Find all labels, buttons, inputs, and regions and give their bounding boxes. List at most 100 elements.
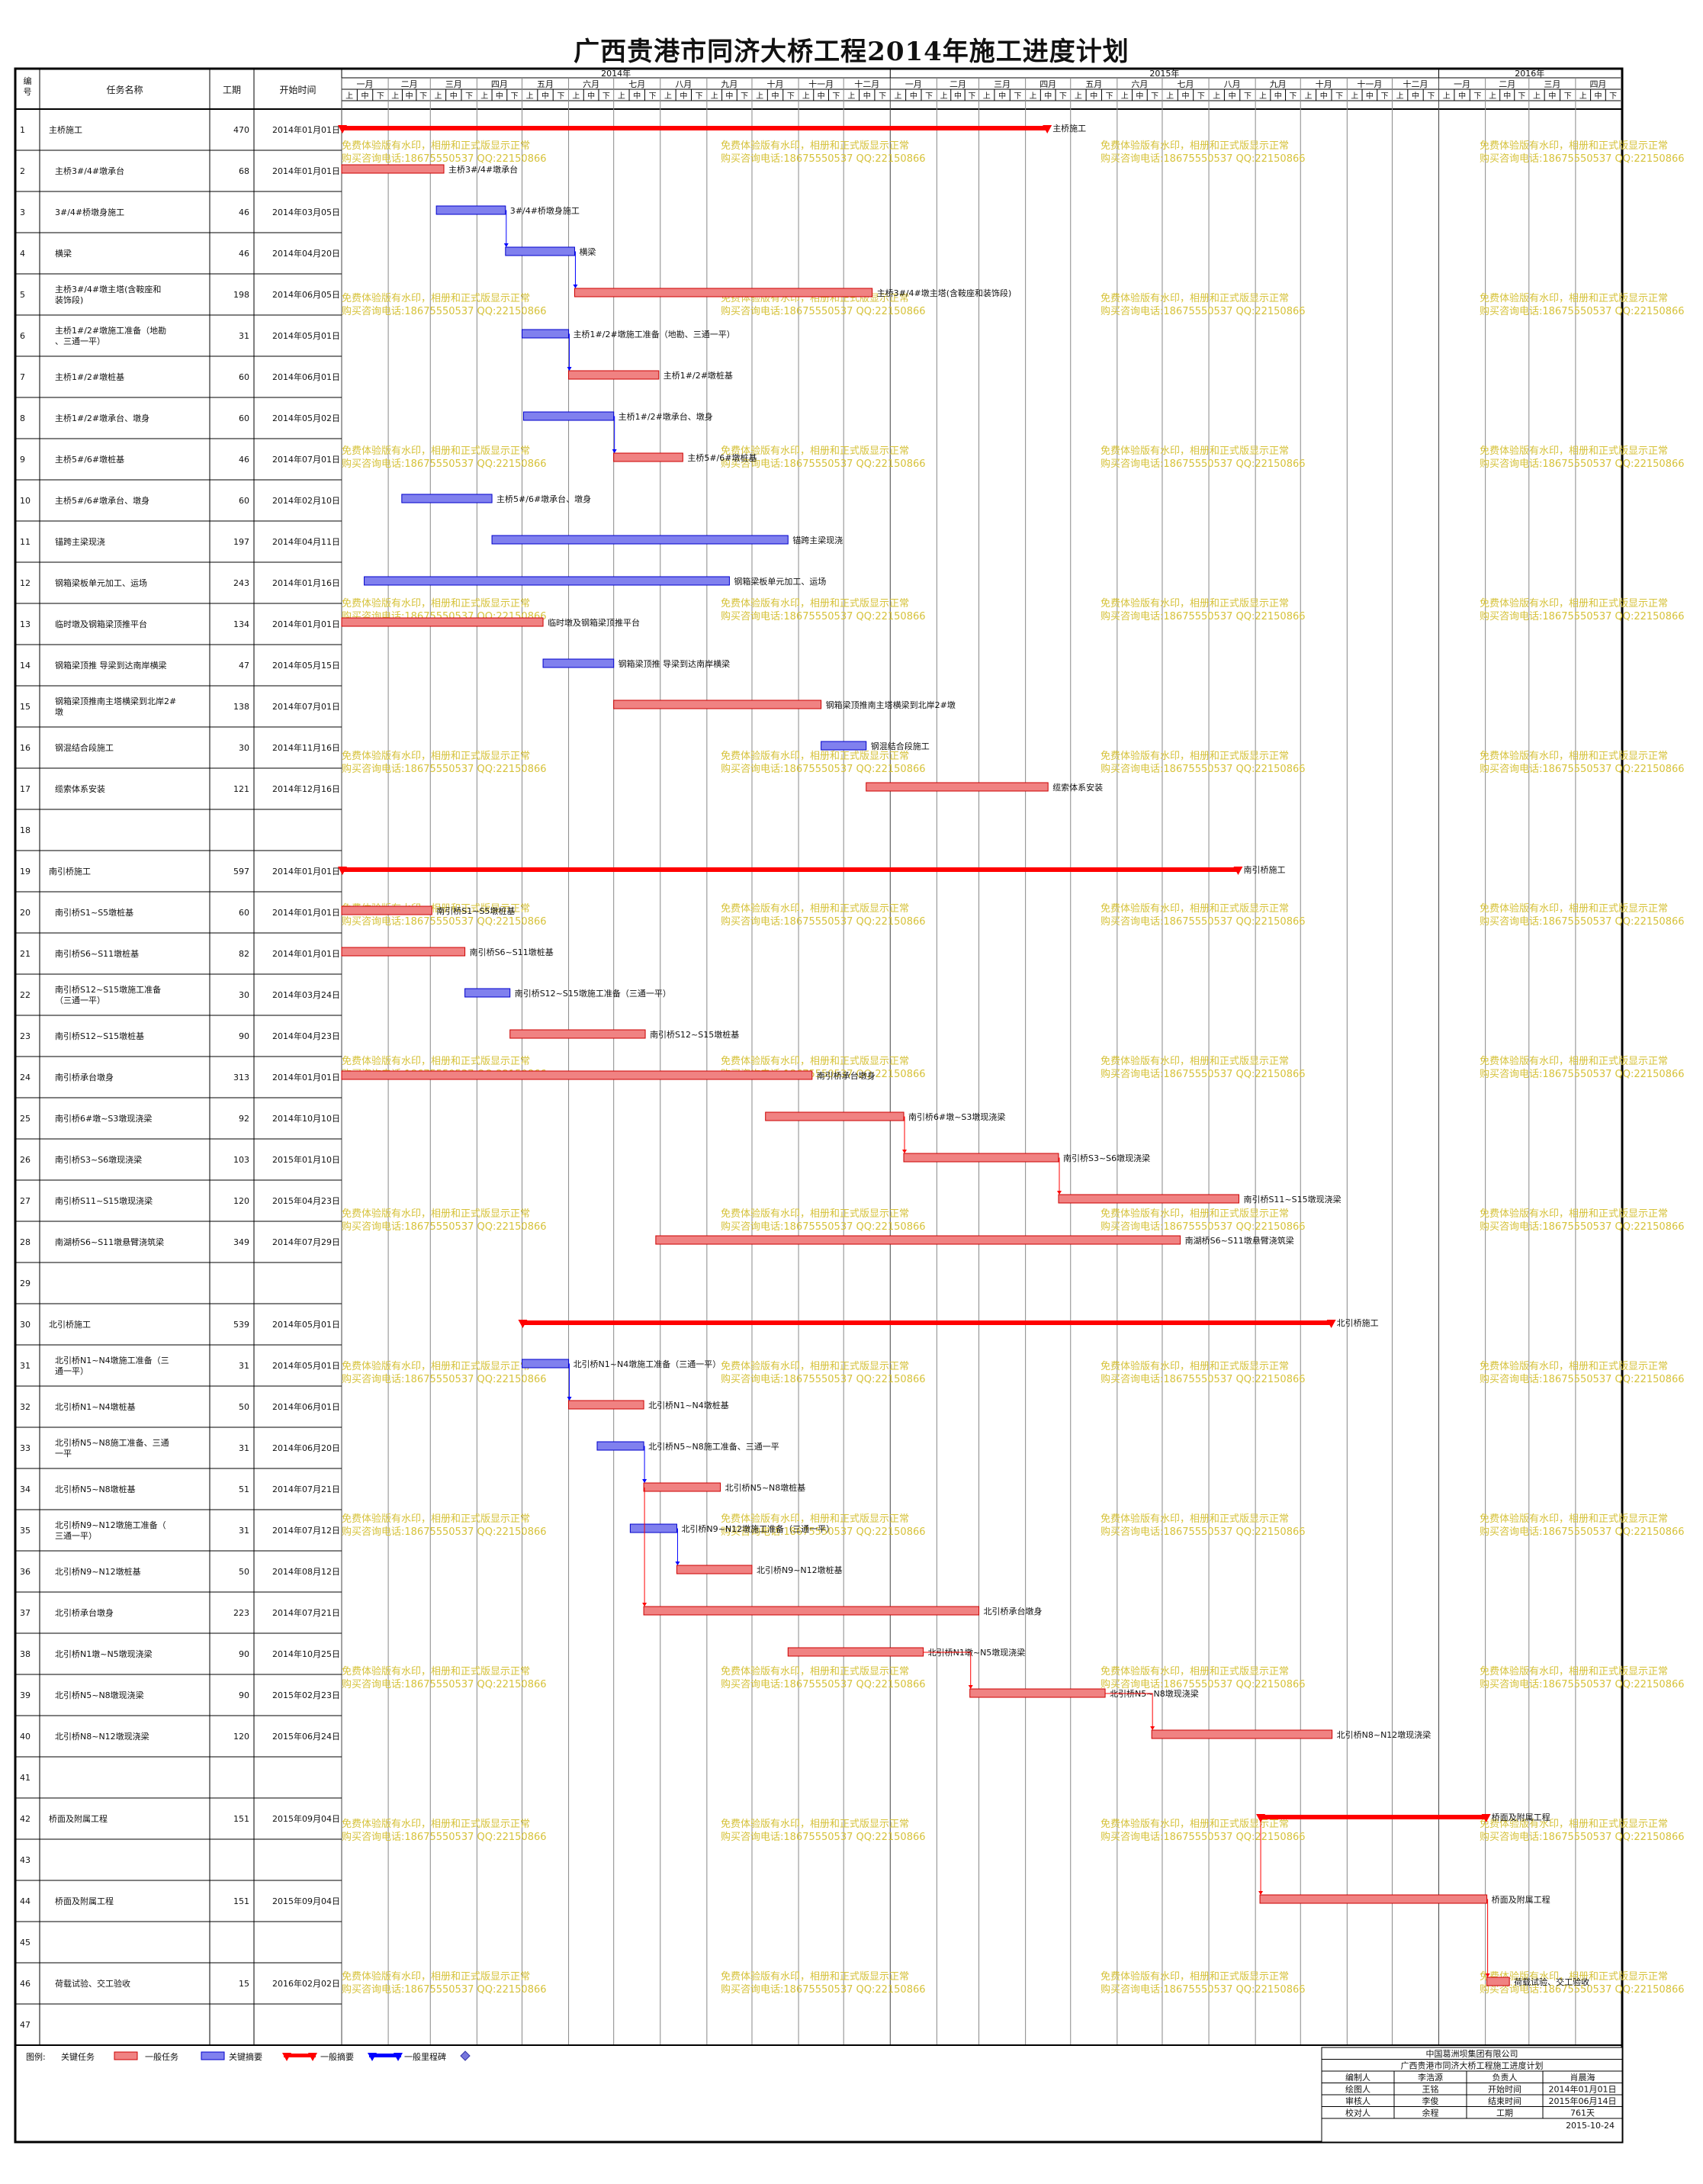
task-name: 缆索体系安装 [55,783,105,794]
bar-label: 南引桥6#墩~S3墩现浇梁 [908,1111,1005,1122]
task-name: 主桥5#/6#墩承台、墩身 [55,495,149,506]
task-name: 主桥3#/4#墩主塔(含鞍座和 [55,284,161,294]
task-duration: 151 [233,1896,249,1906]
task-bar [505,246,575,256]
xun-label: 上 [1075,92,1082,101]
month-label: 十月 [1316,79,1332,89]
task-name: 荷载试验、交工验收 [55,1978,130,1989]
xun-label: 下 [1335,92,1343,101]
xun-label: 上 [802,92,810,101]
watermark-text: 购买咨询电话:18675550537 QQ:22150866 [1101,458,1306,470]
xun-label: 上 [618,92,625,101]
xun-label: 下 [419,92,427,101]
task-start: 2014年05月15日 [272,660,340,671]
task-start: 2014年06月20日 [272,1443,340,1453]
task-name: 临时墩及钢箱梁顶推平台 [55,619,147,629]
task-id: 26 [20,1155,31,1165]
bar-label: 主桥1#/2#墩承台、墩身 [619,411,713,422]
tb-cell: 绘图人 [1345,2084,1370,2095]
month-label: 十一月 [1357,79,1382,89]
task-duration: 313 [233,1073,249,1082]
watermark-text: 免费体验版有水印，相册和正式版显示正常 [721,1665,909,1677]
watermark-text: 购买咨询电话:18675550537 QQ:22150866 [1480,1526,1685,1538]
watermark-text: 购买咨询电话:18675550537 QQ:22150866 [1480,1678,1685,1690]
task-start: 2014年06月01日 [272,1401,340,1412]
watermark-text: 免费体验版有水印，相册和正式版显示正常 [1101,1208,1289,1220]
legend-label: 关键摘要 [229,2051,262,2062]
xun-label: 下 [879,92,886,101]
task-bar [1259,1894,1488,1904]
task-name: 桥面及附属工程 [55,1896,114,1906]
task-id: 8 [20,413,25,423]
xun-label: 中 [818,91,825,101]
link-arrow [1056,1191,1062,1195]
task-duration: 60 [239,413,249,423]
xun-label: 上 [1213,92,1220,101]
task-start: 2014年04月20日 [272,248,340,259]
task-name: 钢箱梁板单元加工、运场 [55,577,147,588]
bar-label: 钢箱梁顶推 导梁到达南岸横梁 [619,658,731,669]
xun-label: 中 [1503,91,1511,101]
bar-label: 荷载试验、交工验收 [1514,1977,1589,1987]
watermark-text: 购买咨询电话:18675550537 QQ:22150866 [721,1221,926,1233]
task-start: 2014年04月11日 [272,536,340,547]
task-id: 13 [20,619,31,629]
task-duration: 198 [233,290,249,300]
watermark-text: 免费体验版有水印，相册和正式版显示正常 [1480,1208,1668,1220]
watermark-text: 购买咨询电话:18675550537 QQ:22150866 [342,915,547,928]
task-duration: 51 [239,1484,249,1494]
bar-label: 钢箱梁顶推南主塔横梁到北岸2#墩 [826,700,956,710]
watermark-text: 购买咨询电话:18675550537 QQ:22150866 [721,1983,926,1996]
tb-cell: 编制人 [1345,2072,1370,2083]
bar-label: 主桥5#/6#墩承台、墩身 [496,494,591,504]
watermark-text: 免费体验版有水印，相册和正式版显示正常 [342,140,530,152]
task-id: 39 [20,1690,31,1700]
watermark-text: 免费体验版有水印，相册和正式版显示正常 [1101,1970,1289,1983]
watermark-text: 购买咨询电话:18675550537 QQ:22150866 [1480,610,1685,622]
watermark-text: 购买咨询电话:18675550537 QQ:22150866 [721,1526,926,1538]
timeline-header: 2014年一月上中下二月上中下三月上中下四月上中下五月上中下六月上中下七月上中下… [341,68,1617,2045]
task-bar [509,1029,646,1039]
task-name: 南引桥S11~S15墩现浇梁 [55,1195,153,1206]
xun-label: 中 [1182,91,1190,101]
header-duration: 工期 [223,85,241,95]
bar-label: 锚跨主梁现浇 [792,535,843,545]
task-duration: 597 [233,867,249,876]
watermark-text: 免费体验版有水印，相册和正式版显示正常 [721,1970,909,1983]
month-label: 九月 [1270,79,1287,89]
xun-label: 中 [361,91,369,101]
task-id: 41 [20,1773,31,1783]
task-duration: 121 [233,784,249,794]
task-bar [341,905,432,915]
task-name: 主桥施工 [49,125,82,135]
task-start: 2014年06月05日 [272,289,340,300]
year-label: 2015年 [1149,68,1179,79]
task-id: 47 [20,2020,31,2030]
xun-label: 中 [1136,91,1143,101]
bar-label: 南引桥施工 [1243,864,1285,875]
task-start: 2014年10月10日 [272,1113,340,1124]
task-bar [521,329,570,339]
xun-label: 下 [557,92,564,101]
xun-label: 上 [1259,92,1267,101]
header-start: 开始时间 [279,85,316,95]
task-bar [969,1688,1106,1698]
task-start: 2014年01月16日 [272,577,340,588]
task-start: 2014年11月16日 [272,742,340,753]
task-bar [341,1070,813,1080]
watermark-text: 购买咨询电话:18675550537 QQ:22150866 [342,1678,547,1690]
header-no: 编 [24,76,32,86]
month-label: 十二月 [854,79,879,89]
task-name: 装饰段) [55,294,83,305]
task-start: 2015年09月04日 [272,1896,340,1906]
xun-label: 中 [954,91,962,101]
task-bar [643,1606,980,1616]
task-start: 2014年07月21日 [272,1607,340,1618]
task-duration: 349 [233,1237,249,1247]
task-start: 2015年09月04日 [272,1813,340,1824]
bar-label: 主桥1#/2#墩施工准备（地勘、三通一平） [574,329,735,339]
task-start: 2014年01月01日 [272,907,340,918]
tb-cell: 负责人 [1493,2072,1518,2083]
task-id: 44 [20,1896,31,1906]
watermark-text: 购买咨询电话:18675550537 QQ:22150866 [1101,1831,1306,1843]
